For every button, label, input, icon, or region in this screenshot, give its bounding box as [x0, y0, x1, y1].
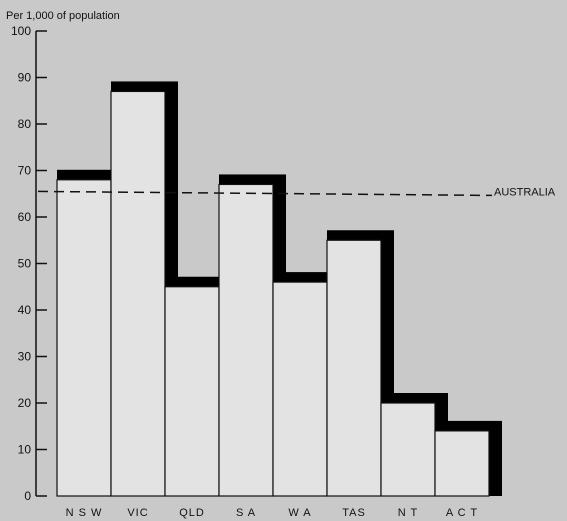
x-tick-label: TAS — [342, 507, 366, 519]
y-tick-label: 50 — [18, 257, 32, 271]
x-tick-label: VIC — [127, 507, 148, 519]
bar-6 — [380, 402, 436, 497]
y-tick-label: 100 — [11, 24, 31, 38]
y-tick-label: 20 — [18, 396, 32, 410]
y-tick-label: 30 — [18, 350, 32, 364]
y-tick-label: 70 — [18, 164, 32, 178]
y-tick-label: 40 — [18, 303, 32, 317]
bar-1 — [110, 90, 166, 497]
x-tick-label: N S W — [66, 507, 103, 519]
y-tick-label: 90 — [18, 71, 32, 85]
x-tick-label: QLD — [179, 507, 205, 519]
bar-0 — [56, 179, 112, 497]
bars — [56, 90, 490, 497]
bar-5 — [326, 239, 382, 497]
y-tick-label: 80 — [18, 117, 32, 131]
bar-4 — [272, 281, 328, 497]
y-axis: 0 10 20 30 40 50 60 70 80 90 100 — [11, 24, 47, 503]
reference-line-group: AUSTRALIA — [37, 186, 556, 198]
x-tick-label: N T — [398, 507, 419, 519]
reference-line-label: AUSTRALIA — [494, 186, 556, 198]
x-axis-labels: N S W VIC QLD S A W A TAS N T A C T — [66, 507, 478, 519]
x-tick-label: A C T — [446, 507, 478, 519]
australia-reference-line — [37, 190, 493, 197]
bar-3 — [218, 183, 274, 497]
y-tick-label: 10 — [18, 443, 32, 457]
x-tick-label: W A — [288, 507, 311, 519]
x-tick-label: S A — [236, 507, 256, 519]
y-tick-label: 60 — [18, 210, 32, 224]
y-axis-label: Per 1,000 of population — [6, 10, 120, 22]
bar-7 — [434, 430, 490, 497]
y-tick-label: 0 — [24, 489, 31, 503]
bar-2 — [164, 286, 220, 497]
